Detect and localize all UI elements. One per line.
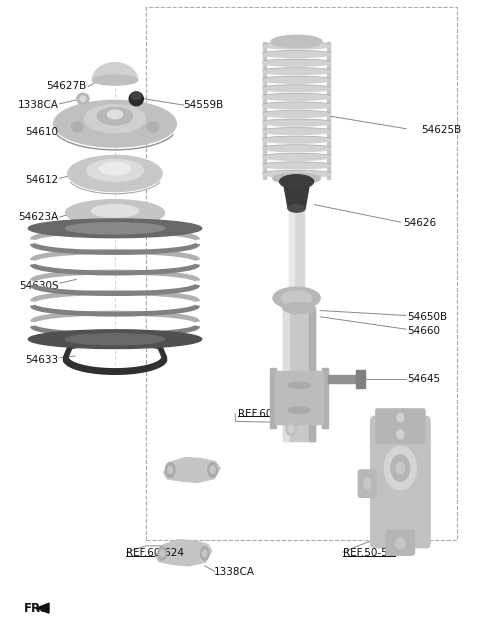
FancyBboxPatch shape [371, 416, 430, 548]
FancyBboxPatch shape [275, 371, 323, 424]
Text: 54660: 54660 [408, 326, 441, 336]
FancyBboxPatch shape [356, 370, 365, 387]
Polygon shape [155, 540, 212, 566]
Polygon shape [36, 603, 49, 613]
Ellipse shape [263, 120, 331, 126]
Ellipse shape [54, 100, 176, 147]
FancyBboxPatch shape [322, 368, 328, 428]
Ellipse shape [100, 162, 131, 175]
Polygon shape [92, 62, 138, 80]
Ellipse shape [288, 425, 294, 432]
Ellipse shape [283, 302, 315, 314]
Ellipse shape [263, 51, 331, 57]
Ellipse shape [65, 334, 165, 345]
Ellipse shape [65, 223, 165, 234]
Ellipse shape [288, 204, 305, 212]
Text: REF.60-624: REF.60-624 [126, 548, 184, 558]
Text: 1338CA: 1338CA [214, 567, 255, 577]
Ellipse shape [263, 137, 331, 143]
Text: 54627B: 54627B [47, 81, 87, 91]
Ellipse shape [263, 102, 331, 109]
FancyBboxPatch shape [376, 409, 425, 427]
Ellipse shape [263, 162, 331, 169]
Text: 54623A: 54623A [18, 212, 59, 222]
Ellipse shape [263, 154, 331, 160]
Text: FR.: FR. [24, 601, 46, 615]
Text: 54559B: 54559B [183, 100, 224, 110]
Ellipse shape [263, 128, 331, 134]
Ellipse shape [158, 546, 167, 560]
Ellipse shape [396, 538, 405, 549]
Ellipse shape [92, 75, 138, 85]
Ellipse shape [147, 122, 158, 132]
Ellipse shape [208, 463, 217, 478]
Ellipse shape [281, 291, 312, 305]
Ellipse shape [210, 466, 215, 474]
Ellipse shape [84, 105, 145, 133]
Polygon shape [283, 182, 310, 208]
Ellipse shape [263, 77, 331, 83]
Ellipse shape [396, 462, 405, 474]
Ellipse shape [203, 550, 207, 557]
Ellipse shape [263, 145, 331, 152]
FancyBboxPatch shape [270, 368, 276, 428]
Text: 54626: 54626 [403, 218, 436, 228]
Ellipse shape [263, 68, 331, 74]
Ellipse shape [271, 35, 322, 48]
Ellipse shape [72, 122, 83, 132]
Ellipse shape [87, 160, 144, 181]
Text: 54633: 54633 [25, 355, 59, 365]
FancyBboxPatch shape [386, 530, 415, 555]
Text: REF.50-517: REF.50-517 [343, 548, 401, 558]
Text: 54610: 54610 [25, 127, 59, 137]
Text: REF.60-624: REF.60-624 [238, 409, 296, 419]
FancyBboxPatch shape [328, 375, 357, 383]
Ellipse shape [131, 92, 142, 100]
Ellipse shape [263, 60, 331, 66]
Ellipse shape [77, 93, 89, 104]
Ellipse shape [68, 155, 162, 192]
Ellipse shape [364, 478, 371, 489]
Ellipse shape [28, 330, 202, 348]
Ellipse shape [397, 413, 404, 422]
FancyBboxPatch shape [359, 470, 376, 497]
Ellipse shape [273, 287, 320, 309]
Ellipse shape [384, 446, 417, 490]
Ellipse shape [97, 107, 132, 125]
Ellipse shape [397, 430, 404, 439]
Ellipse shape [288, 407, 310, 413]
Ellipse shape [166, 463, 175, 478]
Text: 1338CA: 1338CA [17, 100, 59, 110]
Ellipse shape [65, 199, 165, 226]
Ellipse shape [391, 455, 410, 481]
Text: 54650B: 54650B [408, 312, 447, 322]
Text: 54645: 54645 [408, 374, 441, 384]
Ellipse shape [168, 466, 172, 474]
Text: 54630S: 54630S [19, 281, 59, 291]
Ellipse shape [80, 96, 86, 102]
Ellipse shape [288, 382, 310, 388]
Ellipse shape [263, 85, 331, 92]
Ellipse shape [273, 174, 320, 184]
Ellipse shape [280, 175, 313, 189]
FancyBboxPatch shape [376, 426, 425, 443]
Ellipse shape [263, 171, 331, 177]
Ellipse shape [91, 204, 139, 217]
Text: 54612: 54612 [25, 175, 59, 185]
Ellipse shape [263, 43, 331, 49]
Ellipse shape [129, 92, 144, 105]
Polygon shape [164, 457, 220, 482]
Text: 54625B: 54625B [421, 125, 462, 135]
Ellipse shape [286, 423, 296, 435]
Ellipse shape [263, 111, 331, 117]
Ellipse shape [263, 94, 331, 100]
Ellipse shape [28, 219, 202, 238]
Ellipse shape [160, 550, 164, 557]
Ellipse shape [108, 110, 122, 119]
Ellipse shape [200, 546, 209, 560]
